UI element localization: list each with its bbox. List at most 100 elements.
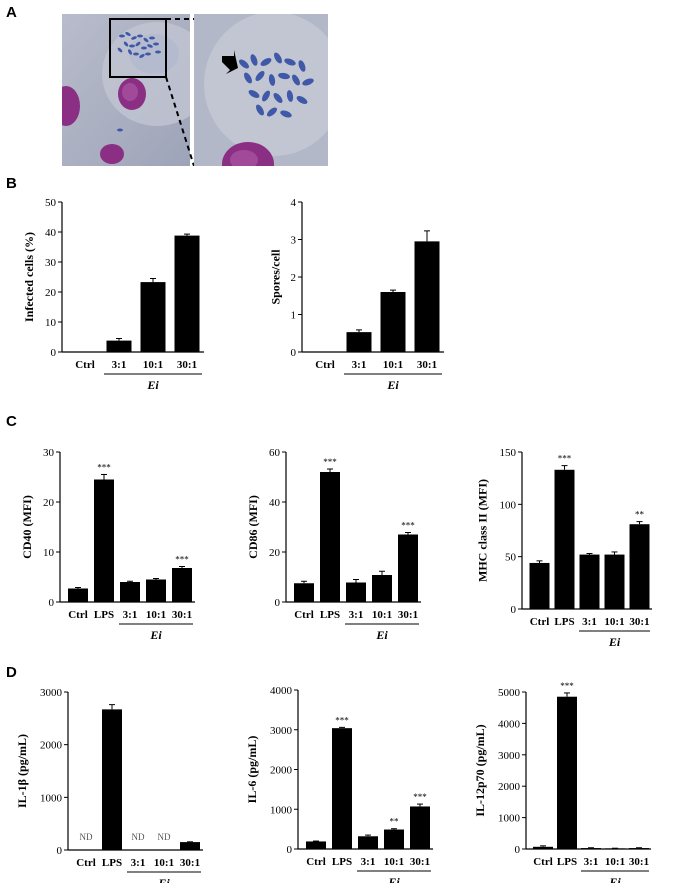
significance-label: *** (175, 555, 189, 565)
bar-Ctrl (294, 583, 314, 602)
chart-il12p70: 0 1000 2000 3000 4000 5000 IL-12p70 (pg/mL) Ctr… (473, 681, 651, 883)
y-tick-label: 0 (275, 597, 281, 609)
y-tick-label: 40 (269, 497, 281, 509)
y-tick-label: 3 (291, 235, 297, 247)
bar-Ctrl (306, 841, 326, 849)
y-tick-label: 0 (291, 347, 297, 359)
chart-cd40: 0 10 20 30 CD40 (MFI) Ctrl *** LPS 3:1 10:1 *** 30:… (20, 447, 195, 642)
category-label: LPS (94, 609, 114, 621)
y-tick-label: 30 (45, 257, 57, 269)
category-label: 3:1 (584, 856, 599, 868)
significance-label: *** (323, 457, 337, 467)
category-label: 10:1 (384, 856, 404, 868)
category-label: 3:1 (123, 609, 138, 621)
category-label: 30:1 (629, 856, 649, 868)
chart-cd86: 0 20 40 60 CD86 (MFI) Ctrl *** LPS 3:1 10:1 *** 30:… (246, 447, 421, 642)
bar-10:1 (604, 554, 625, 609)
y-tick-label: 40 (45, 227, 57, 239)
bar-LPS (554, 469, 575, 609)
bar-30:1 (398, 534, 418, 602)
y-axis-label: IL-6 (pg/mL) (245, 736, 259, 804)
bar-10:1 (380, 292, 406, 352)
bar-30:1 (180, 842, 200, 850)
y-tick-label: 50 (505, 552, 517, 564)
bar-LPS (102, 709, 122, 850)
nd-label: ND (132, 832, 145, 842)
group-label: Ei (608, 635, 621, 649)
panel-label-b: B (6, 175, 17, 192)
y-axis-label: Infected cells (%) (22, 232, 36, 322)
y-tick-label: 1000 (498, 813, 521, 825)
bar-Ctrl (68, 588, 88, 602)
bar-Ctrl (533, 846, 553, 849)
category-label: Ctrl (306, 856, 326, 868)
chart-spores-per-cell: 0 1 2 3 4 Spores/cell Ctrl 3:1 10:1 30:1 Ei (269, 197, 444, 392)
group-label: Ei (157, 876, 170, 883)
y-tick-label: 10 (43, 547, 55, 559)
significance-label: *** (335, 715, 349, 725)
y-tick-label: 30 (43, 447, 55, 459)
y-tick-label: 0 (511, 604, 517, 616)
y-tick-label: 0 (49, 597, 55, 609)
bar-30:1 (410, 806, 430, 849)
bar-3:1 (579, 554, 600, 609)
group-label: Ei (387, 875, 400, 883)
panel-label-d: D (6, 664, 17, 681)
bar-3:1 (346, 582, 366, 602)
bar-Ctrl (529, 562, 550, 609)
y-tick-label: 4000 (498, 718, 521, 730)
category-label: 30:1 (172, 609, 192, 621)
y-tick-label: 4 (291, 197, 297, 209)
bar-30:1 (414, 241, 440, 352)
category-label: 3:1 (352, 359, 367, 371)
significance-label: ** (390, 817, 400, 827)
bar-10:1 (146, 579, 166, 602)
category-label: LPS (102, 857, 122, 869)
bar-10:1 (372, 575, 392, 602)
category-label: 10:1 (372, 609, 392, 621)
bar-LPS (320, 472, 340, 602)
bar-3:1 (106, 340, 132, 352)
y-axis-label: CD86 (MFI) (246, 495, 260, 559)
y-tick-label: 150 (500, 447, 517, 459)
y-axis-label: MHC class II (MFI) (476, 479, 490, 582)
spore-cluster-zoom (239, 52, 314, 118)
bar-LPS (557, 696, 577, 849)
category-label: LPS (332, 856, 352, 868)
panel-label-c: C (6, 413, 17, 430)
category-label: 10:1 (154, 857, 174, 869)
y-tick-label: 2 (291, 272, 297, 284)
category-label: 10:1 (383, 359, 403, 371)
group-label: Ei (608, 875, 621, 883)
bar-LPS (94, 479, 114, 602)
nd-label: ND (158, 832, 171, 842)
bar-30:1 (629, 848, 649, 849)
y-tick-label: 0 (515, 844, 521, 856)
bar-3:1 (120, 582, 140, 602)
dashed-zoom-line (165, 18, 195, 166)
y-tick-label: 1000 (40, 792, 63, 804)
micrograph-overview (62, 14, 190, 166)
y-axis-label: Spores/cell (269, 249, 283, 305)
y-tick-label: 2000 (270, 765, 293, 777)
bar-3:1 (346, 332, 372, 352)
y-tick-label: 0 (57, 845, 63, 857)
chart-infected-cells: 0 10 20 30 40 50 Infected cells (%) Ctrl 3:1 10:1… (22, 197, 204, 392)
y-axis-label: IL-1β (pg/mL) (15, 734, 29, 808)
bar-30:1 (172, 568, 192, 602)
category-label: Ctrl (294, 609, 314, 621)
bar-10:1 (384, 829, 404, 849)
category-label: 3:1 (131, 857, 146, 869)
nd-label: ND (80, 832, 93, 842)
y-tick-label: 2000 (498, 781, 521, 793)
y-tick-label: 3000 (270, 725, 293, 737)
significance-label: *** (560, 681, 574, 691)
arrow-pointer-icon (222, 50, 238, 74)
bar-10:1 (140, 282, 166, 352)
significance-label: ** (635, 510, 645, 520)
significance-label: *** (413, 792, 427, 802)
zoom-box (109, 18, 167, 78)
micrograph-zoom (194, 14, 328, 166)
category-label: LPS (557, 856, 577, 868)
y-tick-label: 1000 (270, 804, 293, 816)
